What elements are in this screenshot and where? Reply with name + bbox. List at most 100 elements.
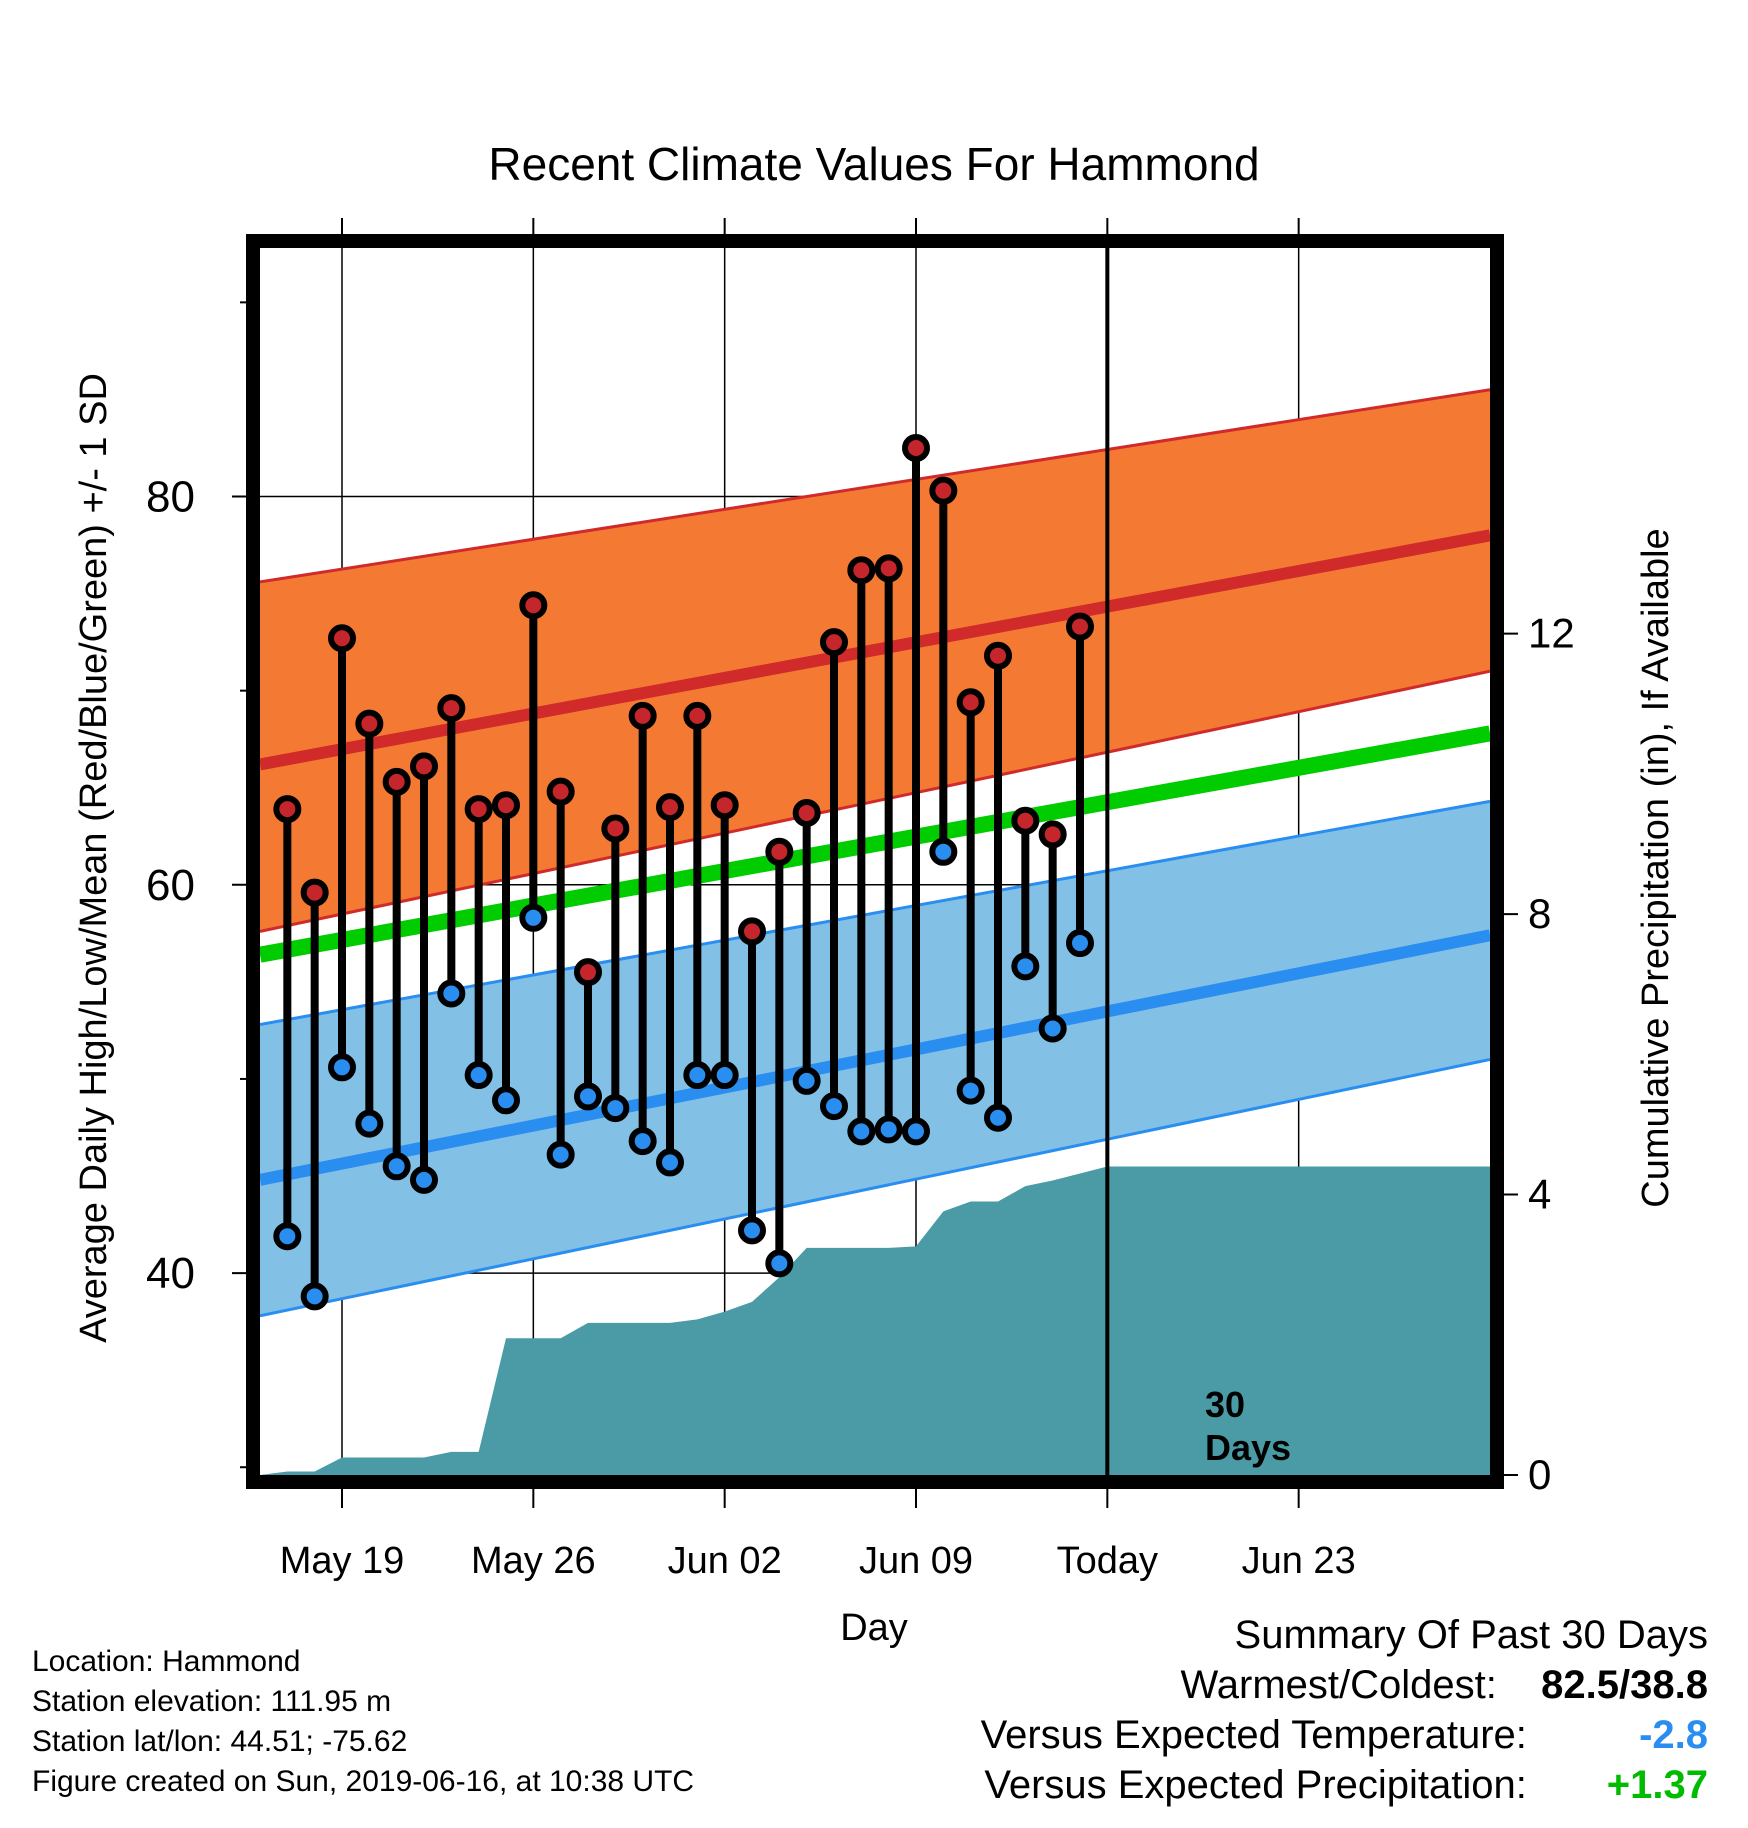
- station-info: Location: Hammond Station elevation: 111…: [32, 1642, 694, 1802]
- low-point: [519, 903, 548, 932]
- plot-frame: [246, 234, 1504, 1489]
- location-text: Location: Hammond: [32, 1645, 301, 1678]
- low-point: [683, 1061, 712, 1090]
- precip-value: +1.37: [1606, 1763, 1708, 1807]
- low-point: [656, 1148, 684, 1177]
- normal-mean-line: [260, 725, 1490, 963]
- precip-label: Versus Expected Precipitation:: [984, 1763, 1527, 1807]
- low-point: [738, 1216, 766, 1245]
- high-point: [410, 752, 438, 781]
- high-point: [300, 878, 329, 907]
- day-2019-06-05: [792, 798, 821, 1095]
- day-2019-05-22: [410, 752, 438, 1194]
- low-point: [1066, 929, 1094, 958]
- high-point: [820, 628, 848, 657]
- y2-axis-title: Cumulative Precipitation (in), If Availa…: [1635, 528, 1677, 1207]
- temp-row: Versus Expected Temperature: -2.8: [981, 1710, 1708, 1760]
- x-tick-label: May 19: [280, 1540, 405, 1582]
- y-tick-label: 40: [146, 1249, 195, 1298]
- low-point: [902, 1117, 930, 1146]
- low-point: [437, 979, 466, 1008]
- high-point: [437, 694, 466, 723]
- today-label-line2: Days: [1205, 1427, 1291, 1468]
- low-point: [328, 1053, 356, 1082]
- high-point: [656, 793, 684, 822]
- low-upper-line: [260, 799, 1490, 1027]
- day-2019-05-31: [656, 793, 684, 1177]
- high-point: [847, 556, 876, 585]
- high-point: [683, 701, 712, 730]
- high-point: [519, 591, 548, 620]
- daily-temperature-series: [273, 433, 1094, 1311]
- day-2019-06-09: [902, 433, 930, 1146]
- elevation-text: Station elevation: 111.95 m: [32, 1685, 392, 1718]
- low-point: [765, 1249, 794, 1278]
- day-2019-05-30: [628, 701, 657, 1156]
- low-point: [601, 1094, 630, 1123]
- normal-high-line: [260, 529, 1490, 771]
- y2-tick-label: 8: [1528, 890, 1551, 937]
- summary-heading: Summary Of Past 30 Days: [1234, 1613, 1708, 1657]
- low-point: [1038, 1014, 1067, 1043]
- day-2019-05-20: [355, 709, 384, 1138]
- high-point: [546, 777, 575, 806]
- precipitation-area: [260, 1166, 1490, 1475]
- low-point: [847, 1117, 876, 1146]
- low-point: [792, 1066, 821, 1095]
- low-lower-line: [260, 1058, 1490, 1318]
- day-2019-05-17: [273, 795, 302, 1251]
- high-point: [792, 798, 821, 827]
- warm-cold-row: Warmest/Coldest: 82.5/38.8: [981, 1660, 1709, 1710]
- low-point: [382, 1152, 411, 1181]
- high-upper-line: [260, 388, 1490, 584]
- high-point: [874, 554, 903, 583]
- precip-cumulative-area: [260, 1166, 1490, 1475]
- day-2019-06-04: [765, 837, 794, 1278]
- day-2019-05-26: [519, 591, 548, 932]
- today-label: 30 Days: [1205, 1384, 1291, 1468]
- day-2019-06-01: [683, 701, 712, 1090]
- day-2019-05-21: [382, 767, 411, 1181]
- day-2019-06-08: [874, 554, 903, 1144]
- low-point: [956, 1076, 985, 1105]
- warm-cold-label: Warmest/Coldest:: [1180, 1663, 1497, 1707]
- high-point: [464, 795, 493, 824]
- day-2019-05-28: [574, 958, 602, 1111]
- high-point: [956, 688, 985, 717]
- high-point: [574, 958, 602, 987]
- low-point: [300, 1282, 329, 1311]
- low-point: [984, 1103, 1012, 1132]
- day-2019-06-13: [1011, 806, 1040, 981]
- low-point: [874, 1115, 903, 1144]
- low-point: [929, 837, 958, 866]
- y2-tick-label: 4: [1528, 1171, 1551, 1218]
- y2-tick-label: 0: [1528, 1451, 1551, 1498]
- x-tick-label: Jun 23: [1242, 1540, 1356, 1582]
- y2-tick-label: 12: [1528, 610, 1575, 657]
- high-point: [601, 814, 630, 843]
- day-2019-05-18: [300, 878, 329, 1311]
- high-point: [492, 791, 520, 820]
- latlon-text: Station lat/lon: 44.51; -75.62: [32, 1725, 408, 1758]
- high-point: [902, 433, 930, 462]
- high-point: [929, 476, 958, 505]
- low-point: [574, 1082, 602, 1111]
- day-2019-06-15: [1066, 612, 1094, 958]
- x-axis-title: Day: [840, 1607, 908, 1649]
- temp-value: -2.8: [1639, 1713, 1708, 1757]
- low-point: [273, 1222, 302, 1251]
- day-2019-06-07: [847, 556, 876, 1146]
- high-point: [710, 791, 739, 820]
- x-tick-label: May 26: [471, 1540, 596, 1582]
- high-point: [765, 837, 794, 866]
- today-label-line1: 30: [1205, 1384, 1245, 1425]
- low-point: [464, 1061, 493, 1090]
- low-point: [410, 1165, 438, 1194]
- day-2019-05-25: [492, 791, 520, 1115]
- day-2019-06-06: [820, 628, 848, 1121]
- created-text: Figure created on Sun, 2019-06-16, at 10…: [32, 1765, 695, 1798]
- y-tick-label: 60: [146, 861, 195, 910]
- day-2019-05-19: [328, 624, 356, 1082]
- high-lower-line: [260, 669, 1490, 933]
